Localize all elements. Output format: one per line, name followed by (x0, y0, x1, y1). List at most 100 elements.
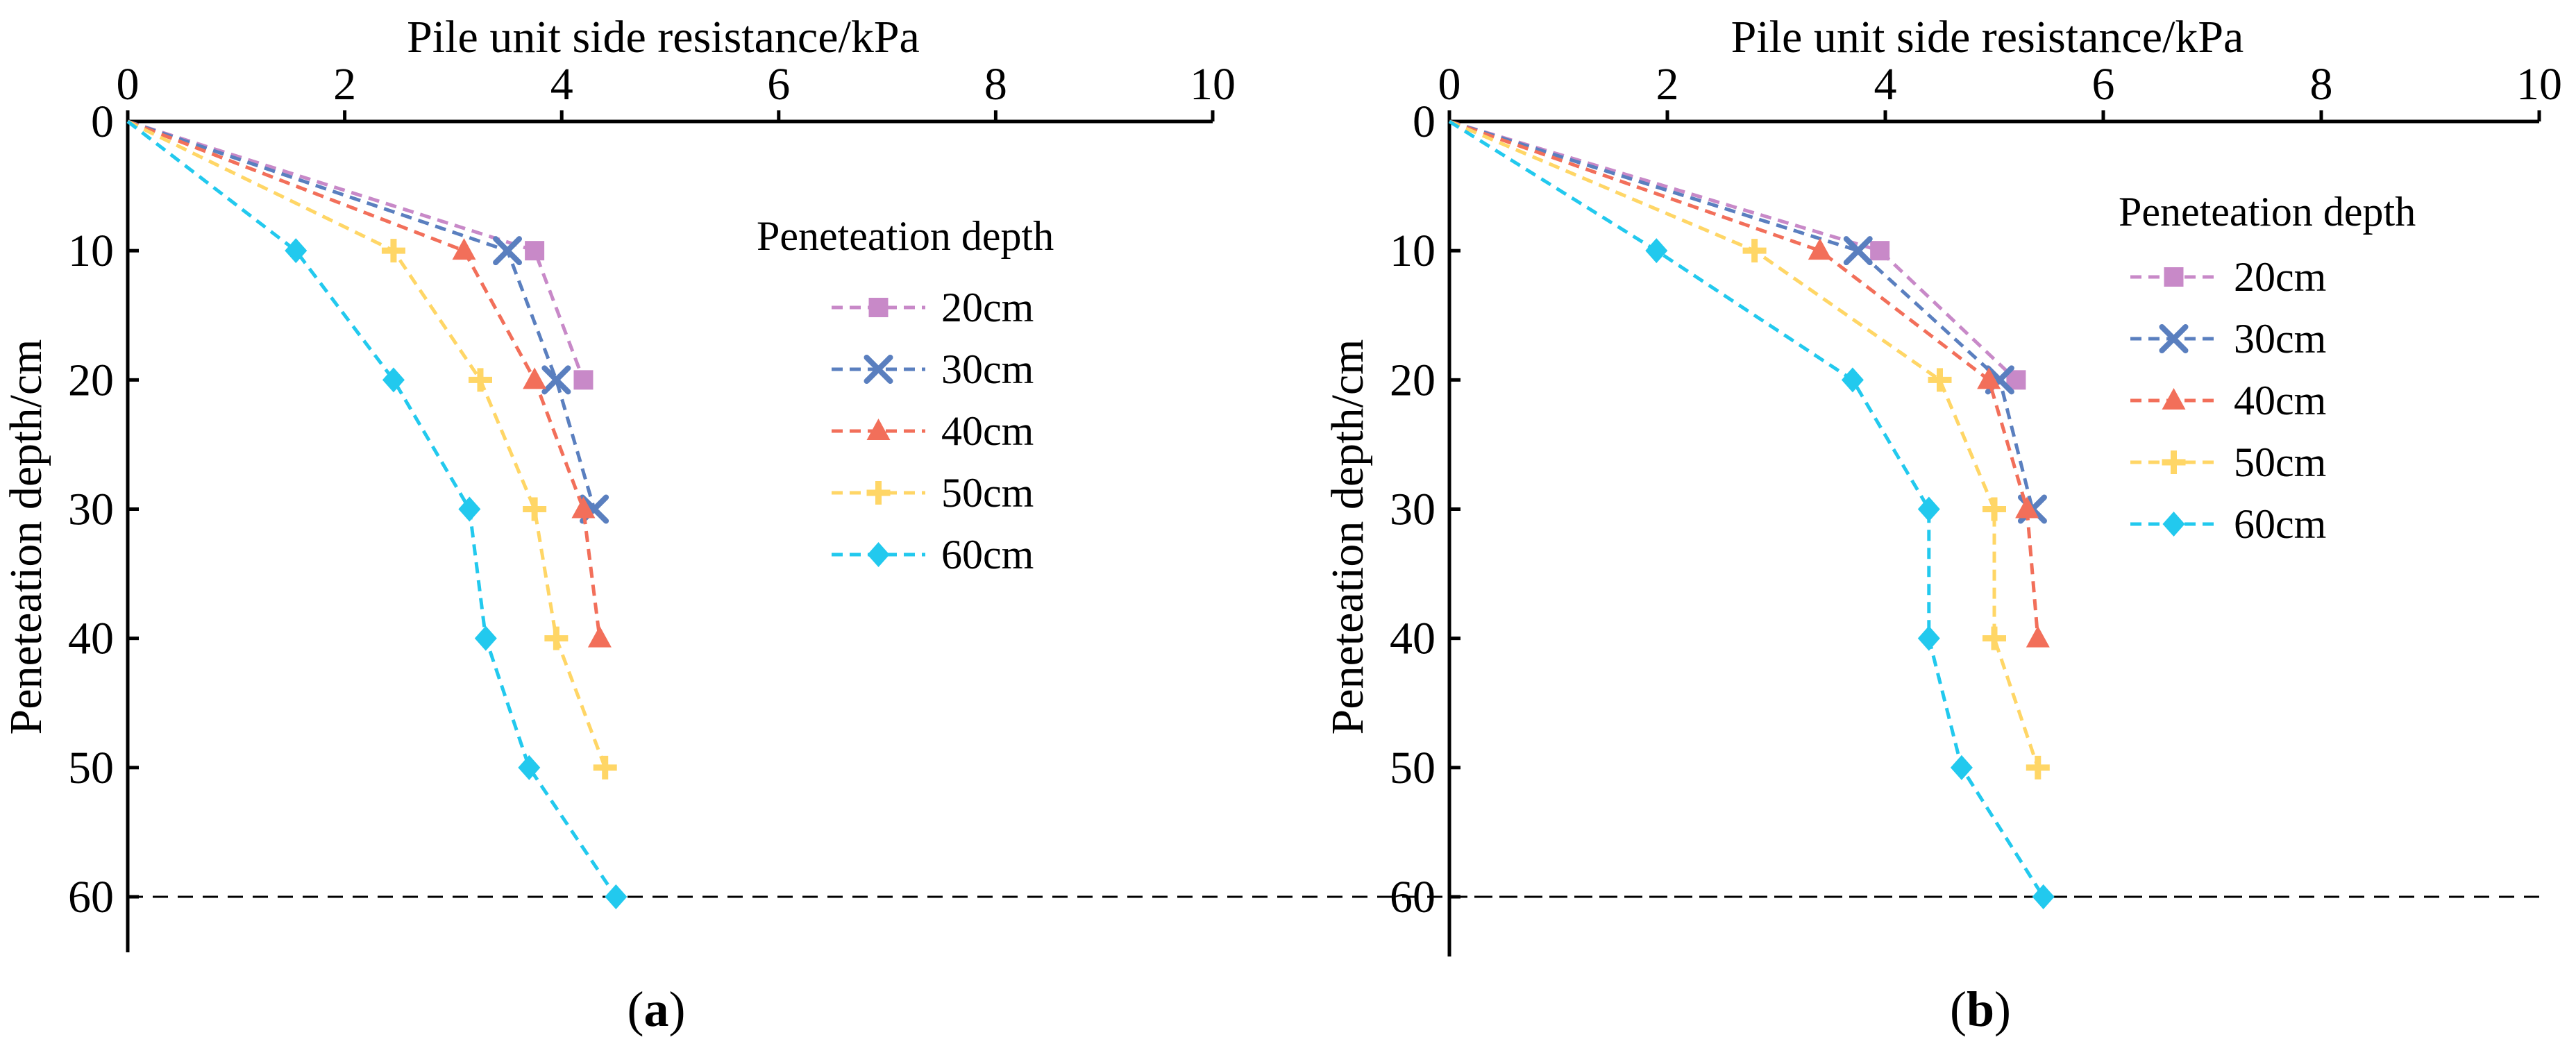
legend-marker-20cm (2164, 267, 2184, 287)
x-tick-label: 10 (2516, 59, 2562, 110)
y-tick-label: 30 (68, 484, 114, 535)
y-tick-label: 60 (68, 872, 114, 922)
x-tick-label: 10 (1190, 59, 1236, 110)
y-tick-label: 0 (1413, 96, 1436, 147)
series-point-20cm (525, 241, 545, 261)
x-tick-label: 8 (984, 59, 1007, 110)
legend-marker-20cm (868, 298, 889, 317)
series-point-50cm (1928, 368, 1952, 392)
y-tick-label: 60 (1390, 872, 1436, 922)
x-tick-label: 0 (117, 59, 140, 110)
series-point-40cm (587, 625, 612, 648)
legend-marker-30cm (864, 355, 893, 384)
x-tick-label: 6 (2092, 59, 2115, 110)
series-point-60cm (605, 884, 628, 909)
legend-marker-30cm (2159, 324, 2189, 353)
legend-label-60cm: 60cm (2234, 501, 2326, 547)
legend-title: Peneteation depth (2119, 189, 2416, 235)
series-point-40cm (523, 367, 547, 389)
x-tick-label: 0 (1438, 59, 1461, 110)
series-point-40cm (2026, 625, 2050, 648)
legend-label-20cm: 20cm (2234, 254, 2326, 300)
series-point-50cm (2026, 755, 2050, 779)
y-tick-label: 50 (68, 743, 114, 793)
series-point-60cm (458, 496, 481, 522)
series-point-50cm (593, 755, 617, 779)
series-line-20cm (1449, 119, 2018, 382)
chart-caption: (b) (1950, 981, 2011, 1037)
legend-marker-40cm (866, 419, 891, 440)
legend-marker-40cm (2162, 388, 2186, 410)
series-point-20cm (573, 370, 594, 390)
series-point-50cm (544, 626, 569, 650)
series-line-50cm (1449, 119, 2040, 768)
legend-label-40cm: 40cm (941, 408, 1034, 454)
legend-label-30cm: 30cm (2234, 316, 2326, 362)
y-tick-label: 50 (1390, 743, 1436, 793)
legend-label-40cm: 40cm (2234, 378, 2326, 423)
y-tick-label: 30 (1390, 484, 1436, 535)
y-axis-title: Peneteation depth/cm (1, 339, 51, 735)
series-point-40cm (1808, 238, 1832, 260)
legend-label-20cm: 20cm (941, 285, 1034, 330)
series-point-50cm (468, 368, 492, 392)
series-point-50cm (381, 239, 405, 263)
series-point-30cm (541, 365, 571, 395)
series-line-30cm (127, 119, 596, 510)
x-tick-label: 6 (767, 59, 790, 110)
series-line-20cm (127, 119, 585, 381)
x-tick-label: 2 (1656, 59, 1679, 110)
x-tick-label: 4 (550, 59, 573, 110)
legend-title: Peneteation depth (757, 213, 1054, 259)
legend-marker-50cm (2162, 450, 2186, 474)
legend-label-50cm: 50cm (2234, 439, 2326, 485)
series-line-60cm (1448, 119, 2045, 898)
series-point-60cm (1917, 625, 1940, 651)
series-point-50cm (523, 497, 547, 521)
x-tick-label: 8 (2310, 59, 2333, 110)
x-tick-label: 2 (333, 59, 356, 110)
series-point-60cm (1645, 238, 1668, 264)
series-point-40cm (571, 496, 596, 519)
series-point-60cm (285, 238, 308, 264)
legend-marker-60cm (867, 542, 890, 567)
legend-marker-60cm (2162, 512, 2185, 537)
legend-label-50cm: 50cm (941, 470, 1034, 516)
series-point-60cm (1917, 496, 1940, 522)
y-axis-title: Peneteation depth/cm (1322, 339, 1373, 735)
series-point-20cm (1870, 241, 1890, 261)
series-point-60cm (518, 755, 541, 780)
x-axis-title: Pile unit side resistance/kPa (407, 12, 920, 62)
series-point-60cm (1950, 755, 1973, 780)
x-tick-label: 4 (1874, 59, 1897, 110)
series-point-40cm (2015, 496, 2039, 519)
chart-caption: (a) (628, 981, 686, 1037)
series-point-40cm (1977, 367, 2001, 389)
y-tick-label: 40 (68, 614, 114, 664)
chart-a: 0 2 4 6 8 10 Pile unit side resistance/kPa 0 10 2… (1, 12, 2278, 1037)
series-point-60cm (2032, 884, 2055, 909)
series-point-30cm (493, 236, 523, 266)
series-line-30cm (1449, 119, 2035, 510)
series-point-60cm (1841, 367, 1864, 393)
y-tick-label: 20 (1390, 355, 1436, 405)
chart-b: 0 2 4 6 8 10 Pile unit side resistance/kPa 0 10 2… (1322, 12, 2562, 1037)
legend-label-60cm: 60cm (941, 532, 1034, 578)
series-line-50cm (126, 119, 607, 768)
series-point-60cm (474, 625, 497, 651)
series-point-30cm (1843, 236, 1873, 266)
legend-label-30cm: 30cm (941, 346, 1034, 392)
series-point-50cm (1742, 239, 1767, 263)
y-tick-label: 40 (1390, 614, 1436, 664)
legend-marker-50cm (866, 481, 891, 505)
series-point-50cm (1982, 497, 2006, 521)
x-axis-title: Pile unit side resistance/kPa (1731, 12, 2244, 62)
series-point-60cm (382, 367, 405, 393)
series-point-50cm (1982, 626, 2006, 650)
y-tick-label: 20 (68, 355, 114, 405)
y-tick-label: 10 (68, 226, 114, 276)
series-point-40cm (452, 238, 476, 260)
y-tick-label: 10 (1390, 226, 1436, 276)
y-tick-label: 0 (91, 96, 114, 147)
